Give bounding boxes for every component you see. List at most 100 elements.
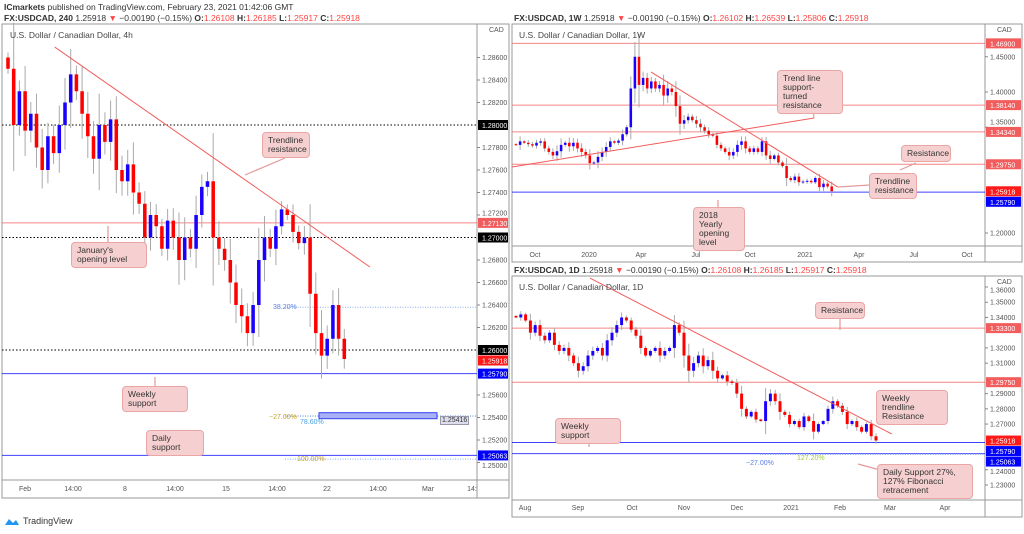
candle-down <box>613 141 616 143</box>
candle-up <box>17 91 22 125</box>
candle-down <box>826 183 829 187</box>
candle-down <box>644 347 648 356</box>
candle-up <box>518 141 522 145</box>
fib-label-100: 100.00% <box>297 456 325 463</box>
tradingview-logo[interactable]: TradingView <box>4 516 73 526</box>
annotation-resistance-weekly[interactable]: Resistance <box>901 145 951 162</box>
price-badge-label: 1.25918 <box>990 439 1015 446</box>
candle-down <box>557 344 561 351</box>
trendline[interactable] <box>54 46 371 268</box>
candle-up <box>182 237 187 260</box>
candle-down <box>40 147 44 170</box>
candle-down <box>677 325 681 333</box>
x-tick-label: 2020 <box>581 252 597 259</box>
x-tick-label: 2021 <box>797 252 813 259</box>
candle-up <box>826 408 830 422</box>
annotation-daily-support-fib[interactable]: Daily Support 27%, 127% Fibonacci retrac… <box>877 464 973 499</box>
candle-down <box>51 136 56 154</box>
candle-down <box>740 393 744 409</box>
candle-up <box>581 366 585 371</box>
candle-down <box>143 203 147 238</box>
price-badge <box>986 377 1021 388</box>
candle-up <box>706 360 710 367</box>
annotation-trendline-resistance-weekly[interactable]: Trendline resistance <box>869 173 917 199</box>
trendline[interactable] <box>589 277 893 435</box>
down-arrow-icon: ▼ <box>617 13 626 23</box>
change-value: −0.00190 (−0.15%) <box>119 13 193 23</box>
annotation-january-opening[interactable]: January's opening level <box>71 242 147 268</box>
annotation-trendline-support-turned[interactable]: Trend line support-turned resistance <box>777 70 843 114</box>
candle-down <box>188 237 193 249</box>
candle-down <box>23 91 27 131</box>
chart-title-h4: U.S. Dollar / Canadian Dollar, 4h <box>10 30 133 40</box>
price-badge-label: 1.33300 <box>990 326 1015 333</box>
annotation-weekly-trendline-resistance[interactable]: Weekly trendline Resistance <box>876 390 948 425</box>
annotation-daily-support[interactable]: Daily support <box>146 430 204 456</box>
annotation-pointer <box>899 162 917 171</box>
y-tick-label: 1.34000 <box>990 315 1015 322</box>
candle-up <box>831 401 835 409</box>
candle-down <box>245 316 250 334</box>
candle-up <box>165 220 170 249</box>
candle-down <box>670 88 674 92</box>
price-badge-label: 1.25918 <box>482 359 507 366</box>
candle-up <box>615 325 619 333</box>
annotation-weekly-support-daily[interactable]: Weekly support <box>555 418 621 444</box>
candle-down <box>319 333 324 356</box>
candle-down <box>744 408 748 417</box>
candle-down <box>103 125 107 142</box>
trendline[interactable] <box>511 117 815 168</box>
candle-down <box>543 335 547 341</box>
candle-up <box>586 355 590 367</box>
candle-down <box>629 320 633 330</box>
price-badge-label: 1.26000 <box>482 348 507 355</box>
open-value: 1.26108 <box>710 265 742 275</box>
x-tick-label: Jul <box>910 252 919 259</box>
candle-down <box>687 355 691 371</box>
x-tick-label: Feb <box>834 505 846 512</box>
candle-up <box>740 141 743 145</box>
candle-down <box>778 401 782 412</box>
candle-up <box>749 411 753 417</box>
candle-up <box>648 350 652 356</box>
annotation-2018-yearly-opening[interactable]: 2018 Yearly opening level <box>693 207 745 251</box>
candle-down <box>777 155 780 163</box>
change-value: −0.00190 (−0.15%) <box>627 13 701 23</box>
candle-up <box>816 424 820 432</box>
candle-down <box>809 180 813 183</box>
candle-down <box>524 314 528 321</box>
open-value: 1.26102 <box>712 13 744 23</box>
candle-up <box>148 215 153 238</box>
annotation-weekly-support[interactable]: Weekly support <box>122 386 188 412</box>
candle-up <box>331 305 335 339</box>
candle-down <box>678 106 682 124</box>
candle-up <box>692 363 696 371</box>
x-tick-label: Jul <box>692 252 701 259</box>
candle-down <box>662 84 665 96</box>
annotation-resistance-daily[interactable]: Resistance <box>815 302 865 319</box>
candle-down <box>285 209 290 215</box>
annotation-trendline-resistance[interactable]: Trendline resistance <box>262 132 310 158</box>
fib-label-127: 127.20% <box>797 455 825 462</box>
fib-label-38: 38.20% <box>273 304 297 311</box>
down-arrow-icon: ▼ <box>615 265 624 275</box>
close-label: C: <box>828 13 838 23</box>
candle-down <box>754 411 758 420</box>
candle-down <box>797 421 801 428</box>
price-badge-label: 1.27000 <box>482 236 507 243</box>
price-badge <box>986 186 1021 197</box>
candle-up <box>125 164 130 182</box>
symbol-label: FX:USDCAD, 1D <box>514 265 580 275</box>
candle-down <box>797 176 801 183</box>
candle-down <box>723 148 727 152</box>
price-badge <box>478 217 508 228</box>
candle-up <box>682 120 686 124</box>
x-tick-label: Mar <box>422 486 435 493</box>
candle-down <box>576 142 579 149</box>
fib-zone-box[interactable] <box>318 412 438 420</box>
x-tick-label: Feb <box>19 486 31 493</box>
candle-down <box>514 144 518 146</box>
candle-down <box>547 148 551 152</box>
candle-down <box>171 220 176 238</box>
